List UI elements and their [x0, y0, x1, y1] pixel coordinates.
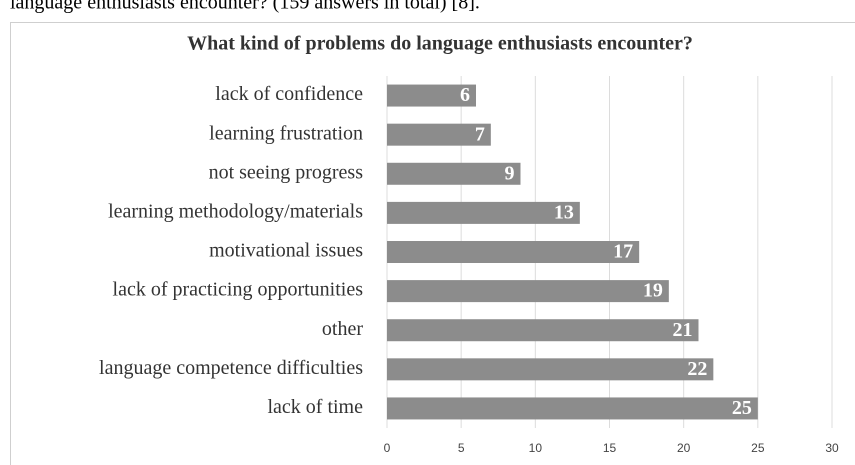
- y-tick-label: language competence difficulties: [99, 357, 363, 379]
- x-tick-label: 30: [825, 441, 839, 455]
- y-tick-label: learning methodology/materials: [108, 200, 363, 222]
- x-tick-label: 20: [677, 441, 691, 455]
- bar: [387, 162, 521, 185]
- caption: language enthusiasts encounter? (159 ans…: [10, 0, 480, 14]
- bar: [387, 358, 714, 381]
- chart-frame: [10, 22, 855, 465]
- bar: [387, 201, 580, 224]
- y-tick-label: lack of time: [267, 396, 363, 418]
- bar: [387, 84, 476, 107]
- x-tick-label: 10: [529, 441, 543, 455]
- value-label: 25: [732, 397, 752, 419]
- value-label: 22: [687, 358, 707, 380]
- value-label: 13: [554, 201, 574, 223]
- x-tick-label: 0: [384, 441, 391, 455]
- x-tick-label: 5: [458, 441, 465, 455]
- bar: [387, 280, 669, 303]
- value-label: 19: [643, 280, 663, 302]
- y-tick-label: other: [322, 318, 363, 340]
- x-tick-label: 25: [751, 441, 765, 455]
- y-tick-label: learning frustration: [209, 122, 363, 144]
- y-tick-label: lack of confidence: [215, 83, 363, 105]
- chart-title: What kind of problems do language enthus…: [187, 33, 693, 55]
- bar: [387, 319, 699, 342]
- value-label: 17: [613, 241, 633, 263]
- bar: [387, 397, 758, 420]
- value-label: 9: [505, 162, 515, 184]
- bar: [387, 241, 640, 263]
- y-tick-label: not seeing progress: [209, 161, 364, 183]
- y-tick-label: lack of practicing opportunities: [113, 279, 364, 301]
- value-label: 7: [475, 123, 485, 145]
- y-tick-label: motivational issues: [209, 240, 363, 262]
- bar: [387, 123, 491, 146]
- value-label: 6: [460, 84, 470, 106]
- value-label: 21: [673, 319, 693, 341]
- x-tick-label: 15: [603, 441, 617, 455]
